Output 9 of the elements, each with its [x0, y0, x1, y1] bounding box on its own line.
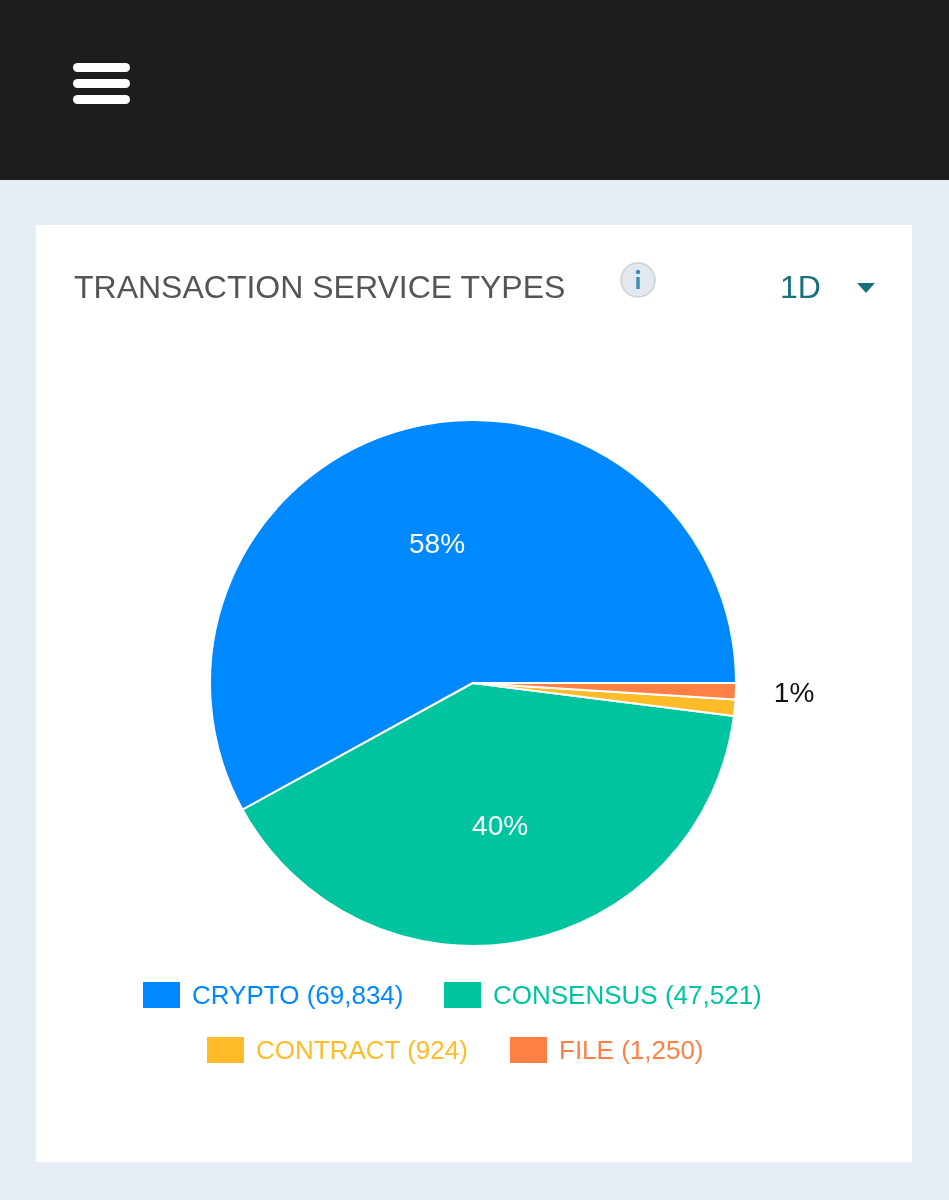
chart-title: TRANSACTION SERVICE TYPES — [74, 269, 566, 306]
data-label: 58% — [409, 527, 466, 559]
legend-label: FILE (1,250) — [559, 1035, 704, 1066]
text: 1D — [780, 269, 821, 306]
legend-label: CRYPTO (69,834) — [192, 980, 404, 1011]
legend-label: CONTRACT (924) — [256, 1035, 468, 1066]
data-label: 40% — [472, 809, 529, 841]
data-label: 1% — [773, 677, 815, 709]
legend-label: CONSENSUS (47,521) — [493, 980, 762, 1011]
